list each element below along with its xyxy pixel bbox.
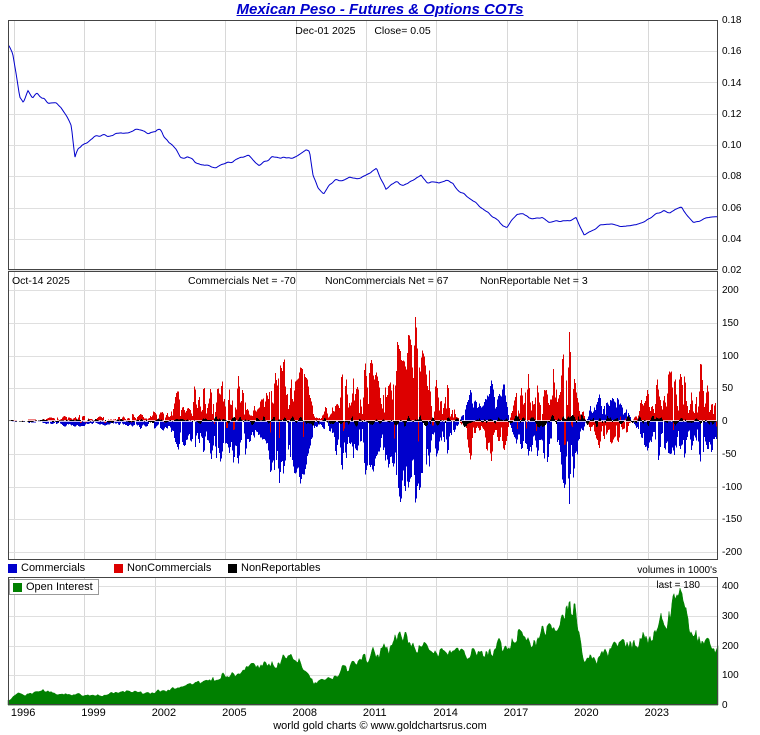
legend-commercials: Commercials	[8, 562, 85, 574]
cot-y-tick-label: 0	[722, 416, 728, 427]
open-interest-legend-label: Open Interest	[26, 581, 93, 593]
x-year-label: 2023	[644, 707, 670, 719]
volumes-note: volumes in 1000's	[637, 565, 717, 576]
legend-noncommercials: NonCommercials	[114, 562, 211, 574]
oi-y-tick-label: 400	[722, 581, 739, 592]
cot-y-tick-label: 200	[722, 285, 739, 296]
cot-y-tick-label: 150	[722, 317, 739, 329]
cot-nonreportables-net: NonReportable Net = 3	[480, 275, 588, 287]
x-year-label: 2011	[362, 707, 387, 719]
price-y-tick-label: 0.14	[722, 77, 742, 89]
cot-header: Oct-14 2025 Commercials Net = -70 NonCom…	[0, 275, 760, 287]
oi-y-tick-label: 0	[722, 700, 728, 711]
open-interest-legend: Open Interest	[9, 579, 99, 595]
cot-date: Oct-14 2025	[12, 275, 70, 287]
price-y-tick-label: 0.12	[722, 108, 742, 120]
legend-nonreportables: NonReportables	[228, 562, 321, 574]
cot-noncommercials-net: NonCommercials Net = 67	[325, 275, 449, 287]
price-annotation: Dec-01 2025 Close= 0.05	[0, 25, 726, 37]
oi-y-tick-label: 100	[722, 670, 739, 682]
x-year-label: 2017	[503, 707, 529, 719]
x-year-label: 2020	[574, 707, 599, 719]
legend-noncommercials-label: NonCommercials	[127, 562, 212, 574]
x-year-label: 1999	[81, 707, 106, 719]
noncommercials-swatch-icon	[114, 563, 123, 573]
cot-y-tick-label: -200	[722, 547, 743, 558]
x-year-label: 2014	[433, 707, 458, 719]
price-annotation-date: Dec-01 2025	[295, 25, 356, 37]
commercials-swatch-icon	[8, 563, 17, 573]
cot-y-tick-label: -150	[722, 514, 743, 526]
cot-y-tick-label: -100	[722, 481, 743, 493]
price-y-tick-label: 0.18	[722, 15, 742, 26]
price-y-tick-label: 0.04	[722, 233, 742, 245]
cot-legend: Commercials NonCommercials NonReportable…	[0, 562, 760, 576]
price-y-tick-label: 0.08	[722, 171, 742, 183]
price-y-tick-label: 0.06	[722, 202, 742, 214]
x-year-label: 2005	[222, 707, 247, 719]
cot-y-tick-label: 50	[722, 383, 734, 395]
oi-y-tick-label: 200	[722, 640, 739, 652]
oi-y-tick-label: 300	[722, 610, 739, 622]
cot-y-tick-label: 100	[722, 350, 739, 362]
footer-attribution: world gold charts © www.goldchartsrus.co…	[273, 720, 487, 732]
legend-nonreportables-label: NonReportables	[241, 562, 321, 574]
x-year-label: 2002	[151, 707, 177, 719]
x-year-label: 2008	[292, 707, 317, 719]
open-interest-last-value: last = 180	[656, 580, 700, 591]
open-interest-swatch-icon	[13, 582, 22, 592]
price-y-tick-label: 0.10	[722, 140, 742, 151]
price-y-tick-label: 0.16	[722, 46, 742, 58]
nonreportables-swatch-icon	[228, 563, 237, 573]
x-year-label: 1996	[10, 707, 36, 719]
cot-commercials-net: Commercials Net = -70	[188, 275, 296, 287]
legend-commercials-label: Commercials	[21, 562, 86, 574]
price-annotation-close: Close= 0.05	[374, 25, 431, 37]
chart-title: Mexican Peso - Futures & Options COTs	[236, 1, 524, 18]
cot-y-tick-label: -50	[722, 448, 737, 460]
price-y-tick-label: 0.02	[722, 265, 742, 276]
